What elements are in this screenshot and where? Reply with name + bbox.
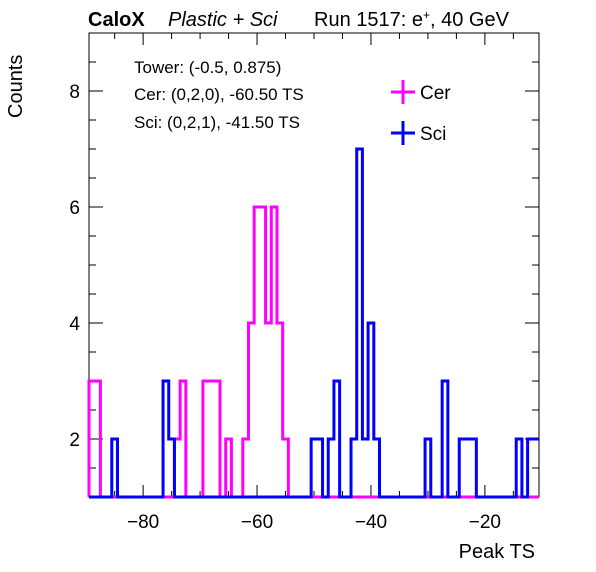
axis-tick-labels: −80 −60 −40 −20 2 4 6 8 xyxy=(69,82,501,533)
header-config: Plastic + Sci xyxy=(168,9,278,31)
header-run-prefix: Run 1517: e xyxy=(314,9,423,31)
annotation-tower: Tower: (-0.5, 0.875) xyxy=(134,58,281,77)
y-tick-label: 2 xyxy=(69,430,80,451)
x-tick-label: −20 xyxy=(469,512,501,533)
y-axis-label: Counts xyxy=(5,55,27,118)
y-tick-label: 4 xyxy=(69,314,80,335)
annotation-cer: Cer: (0,2,0), -60.50 TS xyxy=(134,85,304,104)
x-axis-label: Peak TS xyxy=(459,541,535,563)
series-sci-line xyxy=(89,147,539,499)
x-tick-label: −80 xyxy=(127,512,159,533)
y-tick-label: 8 xyxy=(69,82,80,103)
annotation-sci: Sci: (0,2,1), -41.50 TS xyxy=(134,113,300,132)
header-experiment: CaloX xyxy=(88,9,145,31)
histogram-series xyxy=(87,147,539,499)
x-tick-label: −60 xyxy=(241,512,273,533)
legend: Cer Sci xyxy=(391,80,451,145)
header-run-particle: + xyxy=(423,8,430,22)
header-run: Run 1517: e+, 40 GeV xyxy=(314,8,510,31)
series-cer-line xyxy=(87,205,539,499)
header-run-suffix: , 40 GeV xyxy=(430,9,510,31)
x-tick-label: −40 xyxy=(355,512,387,533)
legend-sci-label: Sci xyxy=(420,124,446,145)
y-tick-label: 6 xyxy=(69,198,80,219)
legend-cer-label: Cer xyxy=(420,83,451,104)
